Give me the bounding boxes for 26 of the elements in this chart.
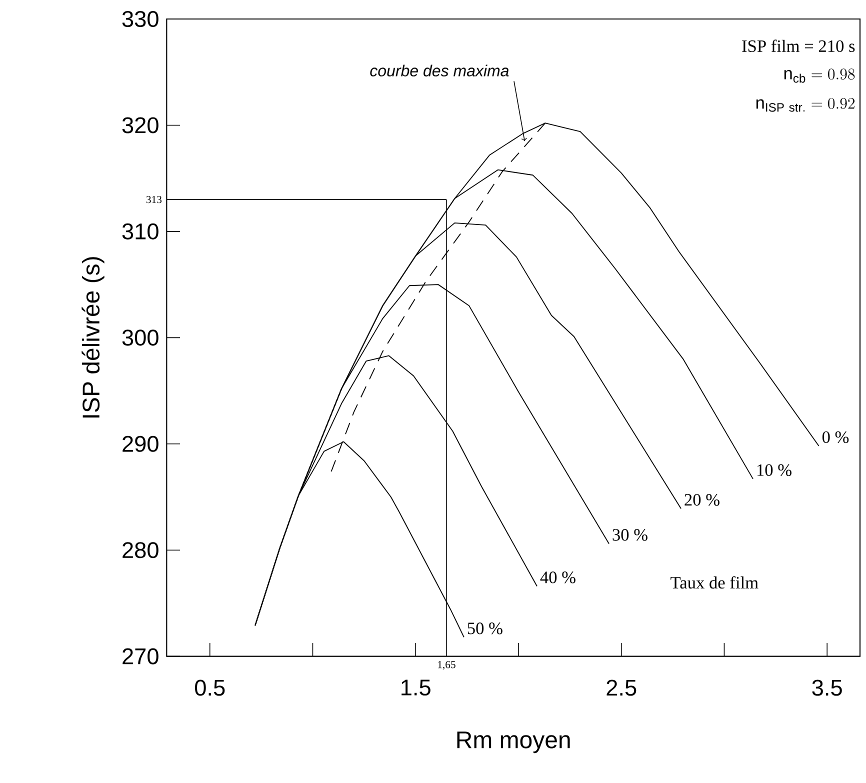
y-tick-label: 330: [122, 10, 158, 28]
annotation: ISP film = 210 s: [742, 40, 855, 52]
x-axis-title: Rm moyen: [457, 732, 570, 754]
x-tick-label: 2.5: [606, 680, 636, 696]
ref-line-label: 313: [146, 196, 162, 204]
annotation: $\mathrm{n_{ISP\ str.}} = 0.92$: [756, 98, 855, 112]
series-label: 30 %: [612, 529, 648, 541]
legend-title: Taux de film: [670, 576, 758, 589]
y-tick-label: 270: [122, 648, 158, 664]
series-label: 0 %: [822, 431, 849, 444]
y-tick-label: 320: [122, 117, 158, 134]
series-label: 10 %: [757, 464, 792, 476]
y-tick-label: 280: [122, 542, 158, 558]
annotation: $\mathrm{n_{cb}} = 0.98$: [784, 68, 855, 83]
series-label: 40 %: [540, 572, 576, 584]
x-tick-label: 3.5: [812, 680, 842, 696]
x-tick-label: 0.5: [195, 680, 225, 696]
x-tick-label: 1.5: [402, 680, 430, 696]
y-tick-label: 310: [122, 223, 158, 240]
annotation: courbe des maxima: [370, 64, 509, 76]
y-tick-label: 300: [122, 330, 158, 346]
series-label: 50 %: [468, 622, 502, 634]
y-axis-title: ISP délivrée (s): [82, 257, 104, 418]
y-tick-label: 290: [122, 436, 158, 452]
ref-line-label: 1,65: [438, 661, 456, 670]
series-label: 20 %: [684, 494, 720, 506]
